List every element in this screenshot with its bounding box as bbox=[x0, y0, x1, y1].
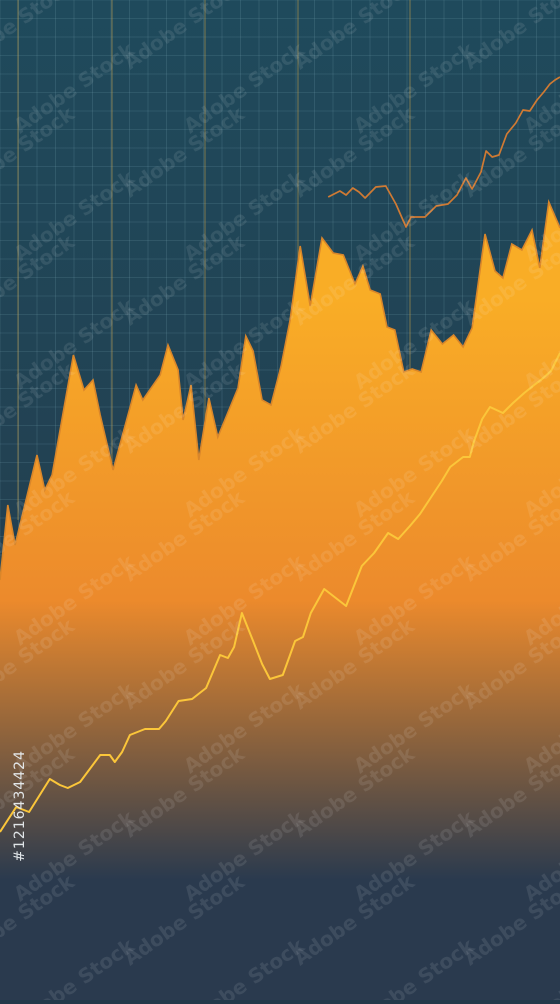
area-series-outline bbox=[0, 199, 560, 581]
series-layer bbox=[0, 76, 560, 1000]
line-series-upper bbox=[327, 76, 560, 228]
line-series-lower bbox=[0, 352, 560, 833]
area-series-fill bbox=[0, 202, 560, 1000]
